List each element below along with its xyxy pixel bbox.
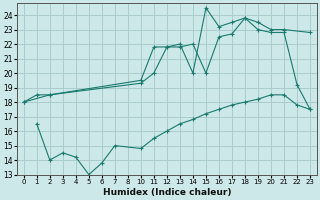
X-axis label: Humidex (Indice chaleur): Humidex (Indice chaleur) [103,188,231,197]
